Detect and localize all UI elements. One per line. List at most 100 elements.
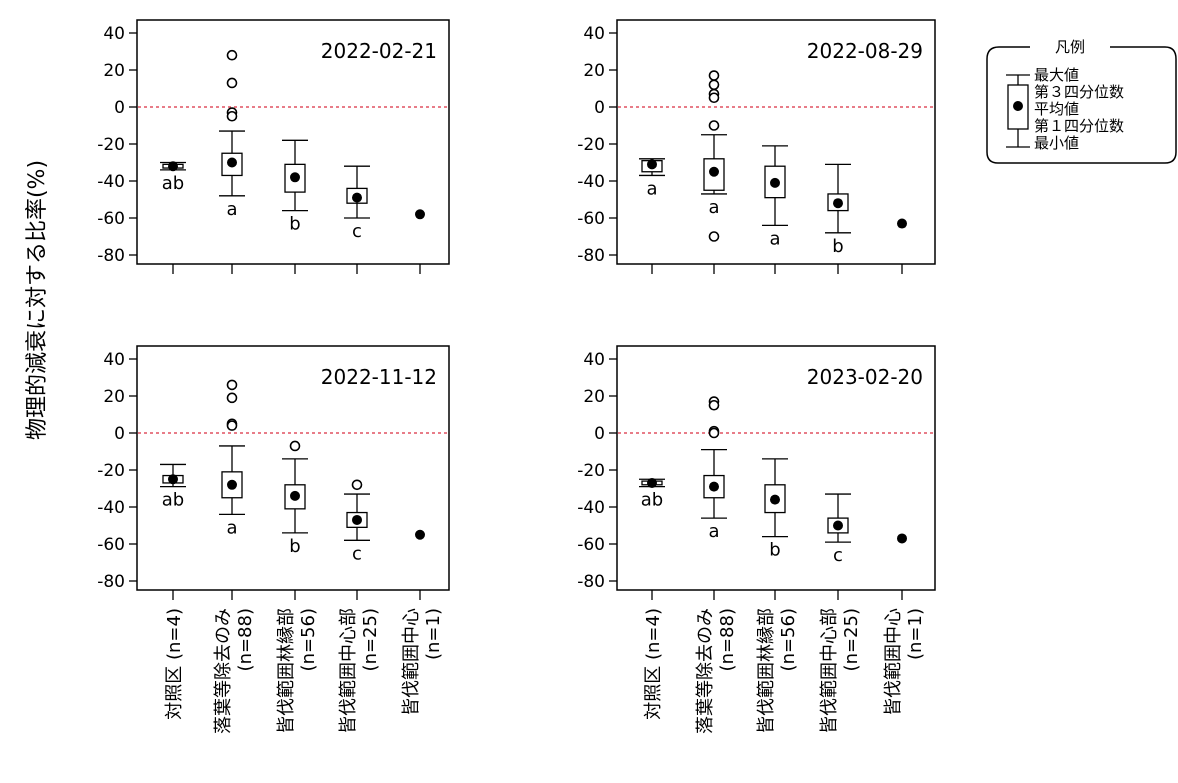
y-tick-label: -80 bbox=[97, 572, 125, 592]
y-tick-label: 40 bbox=[103, 350, 125, 370]
significance-letter: b bbox=[769, 540, 780, 561]
category-label: 対照区 (n=4) bbox=[643, 608, 664, 720]
mean-point bbox=[770, 494, 780, 505]
y-tick-label: -80 bbox=[577, 246, 605, 266]
box-1: ab bbox=[639, 477, 665, 511]
outlier-point bbox=[708, 120, 720, 131]
panel-date-title: 2022-11-12 bbox=[321, 365, 437, 389]
category-label: 皆伐範囲中心部 bbox=[338, 608, 359, 734]
y-tick-label: -20 bbox=[97, 461, 125, 481]
y-tick-label: -60 bbox=[97, 535, 125, 555]
mean-point bbox=[227, 479, 237, 490]
box-3: a bbox=[762, 145, 788, 249]
box-4: c bbox=[344, 165, 370, 242]
box-4: b bbox=[825, 163, 851, 257]
outlier-point bbox=[226, 379, 238, 391]
y-tick-label: 20 bbox=[103, 61, 125, 81]
y-tick-label: 40 bbox=[583, 24, 605, 44]
legend-title: 凡例 bbox=[1055, 38, 1085, 56]
mean-point bbox=[709, 481, 719, 492]
box-3: b bbox=[282, 440, 308, 557]
category-label: 皆伐範囲林縁部 bbox=[276, 608, 297, 734]
legend: 凡例 最大値 第３四分位数 平均値 第１四分位数 最小値 bbox=[986, 38, 1177, 164]
y-tick-label: 20 bbox=[103, 387, 125, 407]
significance-letter: a bbox=[708, 197, 719, 218]
significance-letter: ab bbox=[162, 490, 184, 511]
category-label: (n=88) bbox=[717, 608, 738, 671]
y-tick-label: 0 bbox=[114, 424, 125, 444]
y-tick-label: -40 bbox=[577, 172, 605, 192]
y-tick-label: -60 bbox=[97, 209, 125, 229]
plot-frame bbox=[136, 345, 450, 591]
mean-point bbox=[290, 172, 300, 183]
significance-letter: b bbox=[289, 214, 300, 235]
box-5 bbox=[897, 218, 907, 229]
outlier-point bbox=[351, 479, 363, 491]
chart-panel-2: 40 20 0 -20 -40 -60 -80 2022-08-29 a a a b bbox=[577, 19, 936, 274]
outlier-point bbox=[708, 70, 720, 81]
significance-letter: ab bbox=[162, 173, 184, 194]
box-2: a bbox=[701, 70, 727, 242]
category-label: (n=1) bbox=[423, 608, 444, 660]
mean-point bbox=[415, 529, 425, 540]
category-label: (n=1) bbox=[905, 608, 926, 660]
y-tick-label: -40 bbox=[97, 172, 125, 192]
box-5 bbox=[415, 529, 425, 540]
category-label: 皆伐範囲中心部 bbox=[819, 608, 840, 734]
mean-point bbox=[168, 474, 178, 485]
y-axis-label: 物理的減衰に対する比率(%) bbox=[25, 160, 50, 440]
y-tick-label: 20 bbox=[583, 61, 605, 81]
y-tick-label: -20 bbox=[577, 135, 605, 155]
mean-point bbox=[897, 218, 907, 229]
y-tick-label: -60 bbox=[577, 209, 605, 229]
significance-letter: a bbox=[769, 228, 780, 249]
plot-frame bbox=[616, 19, 936, 265]
category-label: (n=25) bbox=[360, 608, 381, 671]
outlier-point bbox=[226, 420, 238, 431]
legend-frame bbox=[986, 46, 1177, 164]
panel-date-title: 2023-02-20 bbox=[807, 365, 923, 389]
category-label: (n=25) bbox=[841, 608, 862, 671]
mean-point bbox=[415, 209, 425, 220]
y-tick-label: 40 bbox=[103, 24, 125, 44]
legend-item-q1: 第１四分位数 bbox=[1034, 117, 1124, 135]
box-4: c bbox=[825, 493, 851, 566]
y-tick-label: 40 bbox=[583, 350, 605, 370]
category-label: 皆伐範囲中心 bbox=[401, 608, 422, 716]
y-tick-label: 0 bbox=[114, 98, 125, 118]
legend-mean-dot bbox=[1013, 101, 1023, 111]
box-3: b bbox=[762, 458, 788, 561]
mean-point bbox=[168, 161, 178, 172]
mean-point bbox=[897, 533, 907, 544]
box-3: b bbox=[282, 139, 308, 235]
legend-item-max: 最大値 bbox=[1034, 66, 1079, 84]
plot-frame bbox=[616, 345, 936, 591]
box-2: a bbox=[219, 49, 245, 220]
x-axis-labels-left: 対照区 (n=4) 落葉等除去のみ (n=88) 皆伐範囲林縁部 (n=56) 皆伐範囲中… bbox=[164, 608, 444, 734]
mean-point bbox=[833, 520, 843, 531]
x-axis-labels-right: 対照区 (n=4) 落葉等除去のみ (n=88) 皆伐範囲林縁部 (n=56) 皆伐範囲中… bbox=[643, 608, 926, 734]
box-5 bbox=[897, 533, 907, 544]
y-tick-label: -40 bbox=[577, 498, 605, 518]
outlier-point bbox=[708, 79, 720, 91]
y-tick-label: 0 bbox=[594, 424, 605, 444]
y-tick-label: 20 bbox=[583, 387, 605, 407]
outlier-point bbox=[226, 392, 238, 404]
outlier-point bbox=[226, 77, 238, 89]
significance-letter: b bbox=[289, 536, 300, 557]
y-tick-label: 0 bbox=[594, 98, 605, 118]
y-tick-label: -80 bbox=[577, 572, 605, 592]
outlier-point bbox=[708, 231, 720, 242]
box-2: a bbox=[219, 379, 245, 538]
box-2: a bbox=[701, 396, 727, 542]
mean-point bbox=[647, 159, 657, 170]
category-label: (n=56) bbox=[298, 608, 319, 671]
significance-letter: a bbox=[708, 521, 719, 542]
significance-letter: a bbox=[226, 199, 237, 220]
y-tick-label: -80 bbox=[97, 246, 125, 266]
outlier-point bbox=[289, 440, 301, 452]
category-label: 落葉等除去のみ bbox=[213, 608, 234, 734]
mean-point bbox=[352, 192, 362, 203]
